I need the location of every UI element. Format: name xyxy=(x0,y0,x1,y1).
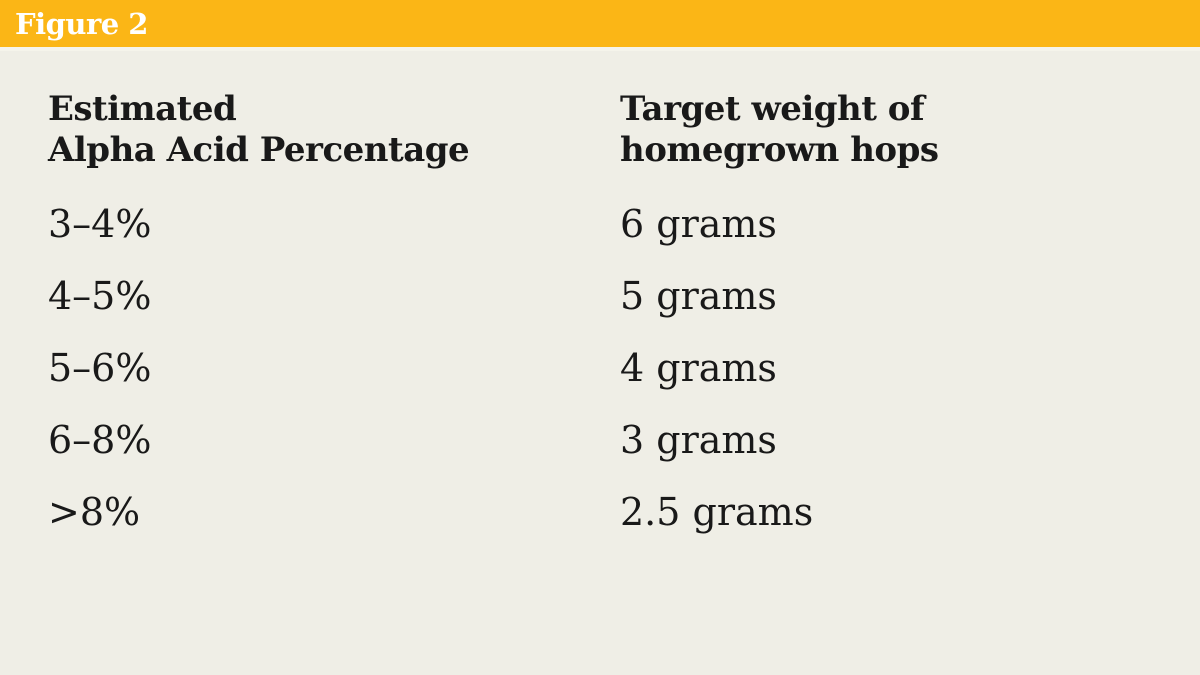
column-header-line: Estimated xyxy=(48,89,237,129)
cell-target-weight: 4 grams xyxy=(620,346,777,390)
hops-dosage-table: Estimated Alpha Acid Percentage Target w… xyxy=(48,89,1160,531)
column-header-alpha-acid: Estimated Alpha Acid Percentage xyxy=(48,89,620,171)
figure-label: Figure 2 xyxy=(15,6,148,41)
cell-target-weight: 3 grams xyxy=(620,418,777,462)
column-header-target-weight: Target weight of homegrown hops xyxy=(620,89,1160,171)
column-header-line: Alpha Acid Percentage xyxy=(48,130,470,170)
figure-content: Estimated Alpha Acid Percentage Target w… xyxy=(0,51,1200,531)
cell-target-weight: 6 grams xyxy=(620,202,777,246)
figure-header-bar: Figure 2 xyxy=(0,0,1200,47)
cell-alpha-acid-range: 3–4% xyxy=(48,202,152,246)
column-header-line: Target weight of xyxy=(620,89,925,129)
cell-target-weight: 5 grams xyxy=(620,274,777,318)
cell-alpha-acid-range: 5–6% xyxy=(48,346,152,390)
cell-alpha-acid-range: 6–8% xyxy=(48,418,152,462)
cell-alpha-acid-range: 4–5% xyxy=(48,274,152,318)
header-divider xyxy=(0,47,1200,51)
column-header-line: homegrown hops xyxy=(620,130,939,170)
cell-alpha-acid-range: >8% xyxy=(48,490,141,534)
cell-target-weight: 2.5 grams xyxy=(620,490,814,534)
